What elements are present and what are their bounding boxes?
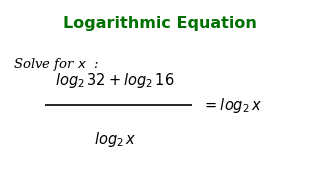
- Text: $= log_2\,x$: $= log_2\,x$: [202, 96, 262, 115]
- Text: $log_2\,32 + log_2\,16$: $log_2\,32 + log_2\,16$: [55, 71, 175, 90]
- Text: Logarithmic Equation: Logarithmic Equation: [63, 16, 257, 31]
- Text: $log_2\,x$: $log_2\,x$: [94, 130, 136, 149]
- Text: Solve for $x$  :: Solve for $x$ :: [13, 56, 99, 73]
